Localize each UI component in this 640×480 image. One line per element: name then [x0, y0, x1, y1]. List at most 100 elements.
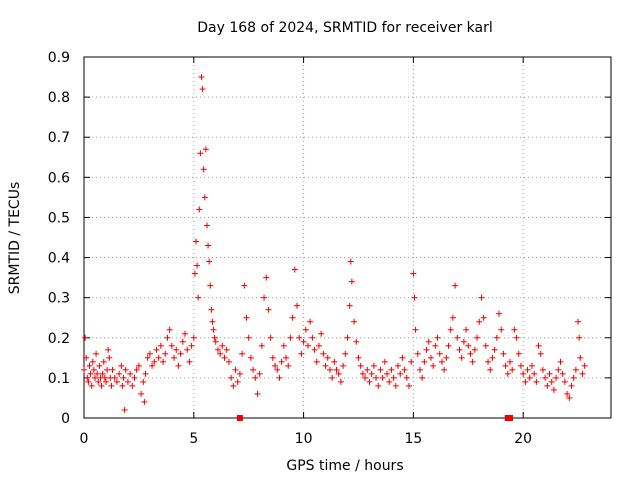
data-point — [171, 354, 178, 361]
data-point — [160, 358, 167, 365]
data-point — [559, 370, 566, 377]
data-point — [267, 334, 274, 341]
y-tick-label: 0.9 — [48, 50, 70, 66]
data-point — [416, 366, 423, 373]
data-point — [211, 334, 218, 341]
data-point — [121, 406, 128, 413]
y-tick-label: 0.1 — [48, 371, 70, 387]
data-point — [405, 382, 412, 389]
y-tick-label: 0.6 — [48, 170, 70, 186]
data-point — [318, 330, 325, 337]
data-point — [300, 338, 307, 345]
data-point — [250, 366, 257, 373]
data-point — [194, 262, 201, 269]
data-point — [151, 358, 158, 365]
y-tick-label: 0 — [61, 411, 70, 427]
data-point — [95, 378, 102, 385]
data-point — [309, 334, 316, 341]
data-point — [564, 390, 571, 397]
y-tick-label: 0.5 — [48, 210, 70, 226]
x-tick-label: 10 — [295, 431, 313, 447]
data-point — [199, 86, 206, 93]
data-point — [504, 370, 511, 377]
data-point — [230, 382, 237, 389]
data-point — [245, 334, 252, 341]
data-point — [278, 358, 285, 365]
data-point — [247, 354, 254, 361]
data-point — [101, 374, 108, 381]
data-point — [296, 334, 303, 341]
data-point — [207, 282, 214, 289]
data-point — [408, 358, 415, 365]
data-point — [91, 374, 98, 381]
data-point — [223, 346, 230, 353]
data-point — [557, 358, 564, 365]
gap-markers — [236, 415, 513, 421]
data-point — [252, 374, 259, 381]
data-point — [443, 354, 450, 361]
data-point — [313, 358, 320, 365]
data-point — [283, 354, 290, 361]
data-point — [381, 358, 388, 365]
data-point — [258, 342, 265, 349]
data-point — [155, 354, 162, 361]
data-point — [289, 314, 296, 321]
data-point — [546, 370, 553, 377]
data-point — [274, 366, 281, 373]
data-point — [192, 238, 199, 245]
data-point — [542, 374, 549, 381]
data-point — [298, 350, 305, 357]
data-point — [364, 366, 371, 373]
data-point — [570, 374, 577, 381]
data-point — [118, 362, 125, 369]
data-point — [111, 374, 118, 381]
data-point — [434, 334, 441, 341]
data-point — [205, 242, 212, 249]
data-point — [456, 346, 463, 353]
data-point — [197, 150, 204, 157]
data-point — [373, 374, 380, 381]
x-tick-label: 20 — [514, 431, 532, 447]
data-point — [184, 346, 191, 353]
data-point — [460, 338, 467, 345]
data-point — [392, 382, 399, 389]
data-point — [315, 342, 322, 349]
data-point — [142, 370, 149, 377]
data-point — [243, 314, 250, 321]
data-point — [100, 358, 107, 365]
data-point — [370, 362, 377, 369]
data-point — [537, 350, 544, 357]
data-point — [476, 318, 483, 325]
data-point — [104, 366, 111, 373]
data-point — [133, 366, 140, 373]
y-tick-label: 0.3 — [48, 291, 70, 307]
data-point — [239, 350, 246, 357]
data-point — [520, 370, 527, 377]
data-point — [333, 366, 340, 373]
data-point — [411, 294, 418, 301]
data-point — [263, 274, 270, 281]
data-point — [572, 366, 579, 373]
data-point — [362, 374, 369, 381]
data-point — [478, 294, 485, 301]
data-point — [135, 362, 142, 369]
data-point — [452, 282, 459, 289]
data-point — [502, 362, 509, 369]
data-point — [99, 370, 106, 377]
data-point — [531, 370, 538, 377]
data-point — [322, 362, 329, 369]
data-point — [320, 350, 327, 357]
data-point — [201, 194, 208, 201]
data-point — [141, 398, 148, 405]
data-point — [548, 378, 555, 385]
data-point — [261, 294, 268, 301]
data-point — [256, 370, 263, 377]
data-point — [425, 338, 432, 345]
data-point — [335, 370, 342, 377]
plot-frame — [83, 56, 612, 419]
data-point — [399, 354, 406, 361]
data-point — [157, 342, 164, 349]
data-point — [493, 334, 500, 341]
x-tick-label: 5 — [189, 431, 198, 447]
